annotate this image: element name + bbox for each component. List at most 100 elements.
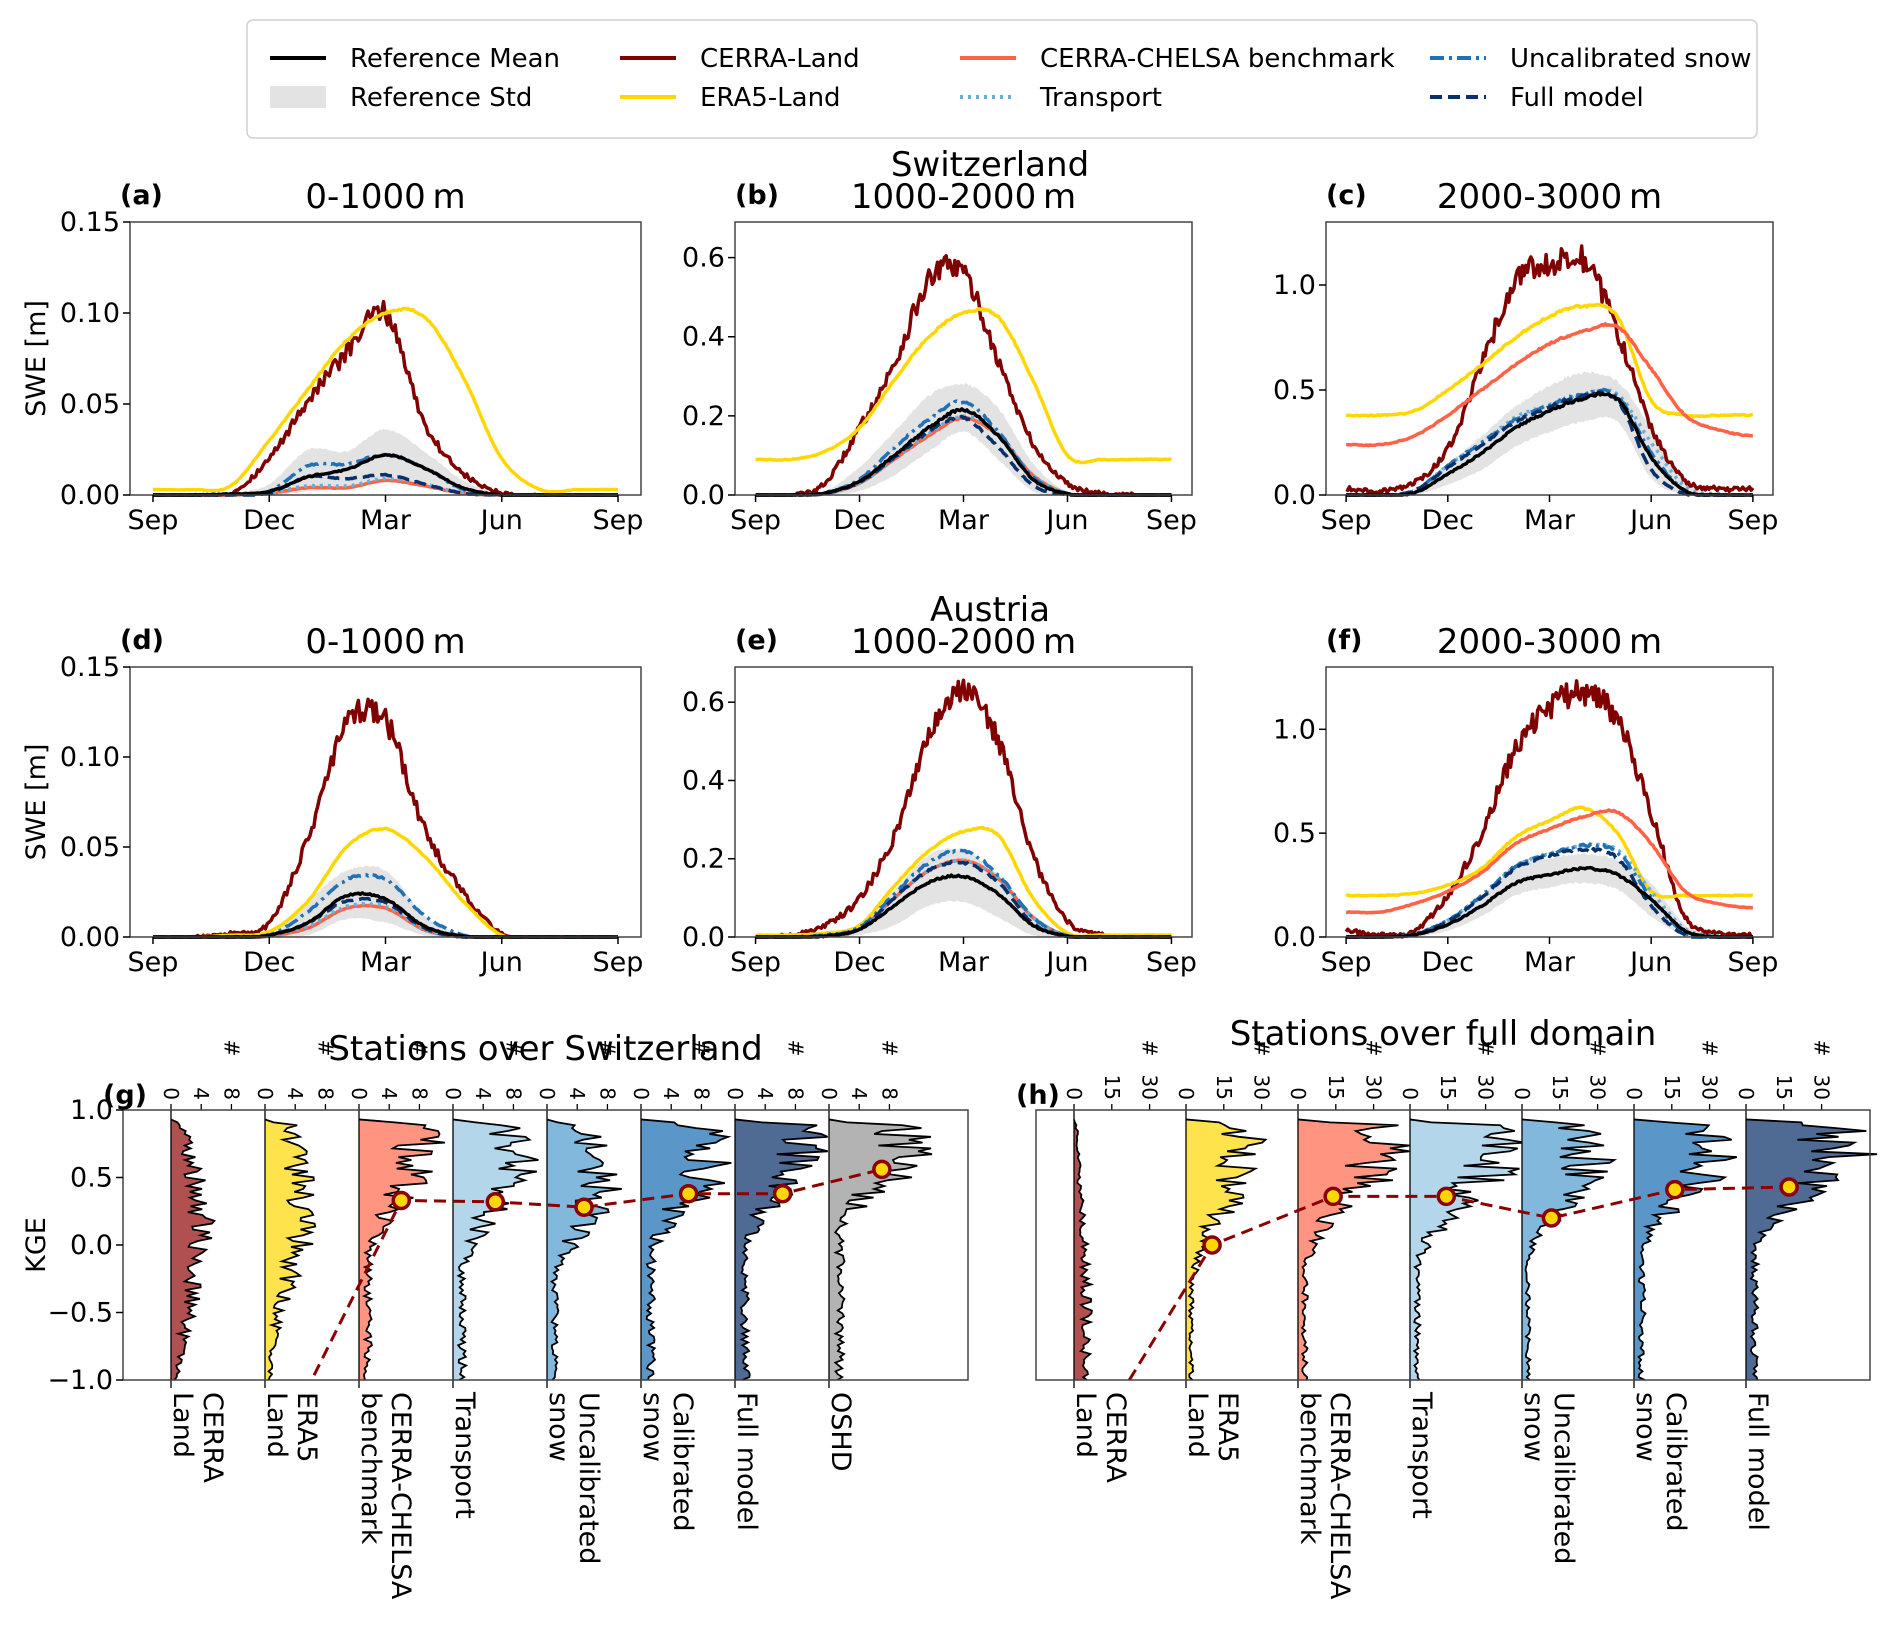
count-tick-label: 8: [313, 1087, 337, 1100]
panel-letter: (f): [1326, 625, 1362, 656]
histogram-outline: [1745, 1118, 1878, 1381]
panel-letter: (a): [120, 180, 163, 211]
median-kge-marker: [391, 1190, 412, 1211]
count-tick-label: 0: [1286, 1087, 1310, 1100]
y-tick-label: 0.10: [60, 298, 120, 329]
swe-panel-d: Sep Dec Mar Jun Sep 0.00 0.05 0.10 0.15 0-1000 m (…: [21, 622, 643, 978]
count-axis-label: #: [1138, 1040, 1162, 1057]
series-ref_mean: [1346, 391, 1753, 497]
legend-label: Uncalibrated snow: [1510, 44, 1751, 74]
axes-frame: [1325, 221, 1774, 496]
count-axis-label: #: [1474, 1040, 1498, 1057]
series-transport: [152, 476, 619, 497]
count-tick-label: 4: [283, 1087, 307, 1100]
histogram-outline: [1297, 1118, 1410, 1381]
count-tick-label: 0: [1398, 1087, 1422, 1100]
count-tick-label: 0: [253, 1087, 277, 1100]
x-tick-label: Jun: [1628, 947, 1672, 978]
count-tick-label: 15: [1772, 1075, 1796, 1100]
y-tick-label: 0.0: [1273, 480, 1316, 511]
x-tick-label: Mar: [360, 947, 412, 978]
median-kge-marker: [1779, 1177, 1799, 1197]
y-tick-label: 0.05: [60, 389, 120, 420]
y-tick-label: 1.0: [1273, 714, 1316, 745]
count-axis-label: #: [877, 1040, 901, 1057]
histogram-outline: [170, 1118, 216, 1381]
series-era5_land: [755, 306, 1172, 465]
legend-swatch: [270, 86, 326, 108]
axes-frame: [734, 221, 1193, 496]
count-axis-label: #: [783, 1040, 807, 1057]
y-tick-label: 1.0: [1273, 270, 1316, 301]
histogram-outline: [264, 1118, 317, 1381]
x-tick-label: Mar: [1524, 505, 1576, 536]
y-axis-label: SWE [m]: [21, 744, 52, 861]
series-full_model: [1346, 846, 1753, 939]
y-tick-label: 0.5: [1273, 375, 1316, 406]
series-uncalibrated: [755, 848, 1172, 939]
category-label: CERRA: [1100, 1392, 1131, 1483]
histogram-fill: [829, 1119, 932, 1380]
count-axis-label: #: [1810, 1040, 1834, 1057]
histogram-outline: [1073, 1119, 1095, 1381]
category-label: benchmark: [355, 1392, 386, 1545]
histogram-fill: [1298, 1119, 1410, 1380]
category-label: Full model: [1742, 1392, 1773, 1531]
count-tick-label: 0: [723, 1087, 747, 1100]
count-tick-label: 0: [441, 1087, 465, 1100]
count-tick-label: 8: [877, 1087, 901, 1100]
count-tick-label: 4: [189, 1087, 213, 1100]
x-tick-label: Mar: [1524, 947, 1576, 978]
y-axis-label: KGE: [21, 1217, 52, 1273]
count-tick-label: 8: [783, 1087, 807, 1100]
legend-label: Reference Std: [350, 83, 532, 113]
count-tick-label: 30: [1698, 1075, 1722, 1100]
series-ref_mean: [1346, 865, 1753, 939]
reference-std-band: [755, 847, 1172, 937]
count-tick-label: 30: [1362, 1075, 1386, 1100]
histogram-transport: 0 15 30 # Transport: [1398, 1040, 1525, 1519]
panel-letter: (g): [103, 1080, 147, 1111]
legend: Reference Mean Reference Std CERRA-Land ERA…: [246, 19, 1758, 139]
histogram-full model: 0 15 30 # Full model: [1734, 1040, 1878, 1531]
category-label: CERRA: [197, 1392, 228, 1483]
panel-letter: (c): [1326, 180, 1367, 211]
panel-title: 2000-3000 m: [1437, 622, 1662, 662]
category-label: Land: [1070, 1392, 1101, 1458]
histogram-transport: 0 4 8 # Transport: [441, 1040, 539, 1519]
y-tick-label: 0.0: [1273, 922, 1316, 953]
x-tick-label: Sep: [128, 505, 179, 536]
panel-title: Stations over full domain: [1230, 1014, 1657, 1054]
legend-label: Transport: [1039, 83, 1162, 113]
median-kge-marker: [485, 1192, 506, 1212]
count-tick-label: 4: [847, 1087, 871, 1100]
histogram-fill: [735, 1119, 828, 1380]
category-label: OSHD: [825, 1392, 856, 1471]
category-label: Calibrated: [1660, 1392, 1691, 1532]
y-tick-label: 0.05: [60, 832, 120, 863]
histogram-outline: [358, 1118, 446, 1381]
axes-frame: [1035, 1109, 1871, 1381]
y-tick-label: 0.15: [60, 652, 120, 683]
count-tick-label: 8: [689, 1087, 713, 1100]
x-tick-label: Sep: [730, 505, 781, 536]
y-tick-label: −1.0: [47, 1365, 113, 1396]
legend-item-ref_std: Reference Std: [270, 83, 532, 113]
y-tick-label: 0.6: [682, 243, 725, 274]
legend-item-cerra_chelsa: CERRA-CHELSA benchmark: [960, 44, 1395, 74]
median-kge-marker: [772, 1183, 793, 1204]
y-tick-label: 0.4: [682, 322, 725, 353]
legend-item-full_model: Full model: [1430, 83, 1644, 113]
count-tick-label: 0: [1622, 1087, 1646, 1100]
count-axis-label: #: [1250, 1040, 1274, 1057]
x-tick-label: Sep: [1321, 505, 1372, 536]
histogram-fill: [1186, 1119, 1266, 1380]
legend-label: ERA5-Land: [700, 83, 841, 113]
y-tick-label: 0.0: [682, 922, 725, 953]
